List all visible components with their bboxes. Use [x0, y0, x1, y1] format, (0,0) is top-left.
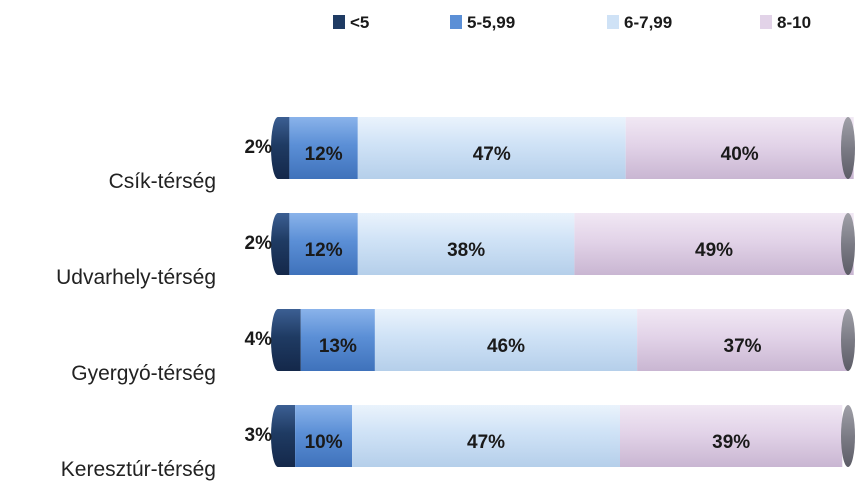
data-label: 13% — [319, 336, 357, 357]
category-label: Gyergyó-térség — [71, 362, 216, 385]
data-label: 47% — [473, 144, 511, 165]
bar-row: Gyergyó-térség 4% 13% 46% 37% — [71, 309, 855, 385]
bar-segment — [352, 405, 620, 467]
plot-area: Csík-térség 2% 12% 47% 40% Udvarhely-térség 2%… — [56, 117, 855, 481]
bar-segment — [637, 309, 848, 371]
bar-right-cap — [841, 213, 855, 275]
category-label: Keresztúr-térség — [61, 458, 216, 481]
data-label: 12% — [305, 240, 343, 261]
data-label: 39% — [712, 432, 750, 453]
bar-segment — [289, 213, 358, 275]
data-label: 3% — [245, 425, 273, 446]
data-label: 47% — [467, 432, 505, 453]
category-label: Udvarhely-térség — [56, 266, 216, 289]
bar-right-cap — [841, 405, 855, 467]
legend-label-2: 6-7,99 — [624, 13, 672, 32]
legend: <5 5-5,99 6-7,99 8-10 — [333, 13, 811, 32]
bar-segment — [625, 117, 854, 179]
bar-segment — [278, 117, 290, 179]
bar-segment — [574, 213, 854, 275]
data-label: 10% — [305, 432, 343, 453]
bar-segment — [300, 309, 375, 371]
data-label: 38% — [447, 240, 485, 261]
bar-segment — [289, 117, 358, 179]
legend-swatch-0 — [333, 15, 345, 29]
data-label: 49% — [695, 240, 733, 261]
data-label: 40% — [721, 144, 759, 165]
legend-swatch-1 — [450, 15, 462, 29]
bar-segment — [295, 405, 353, 467]
data-label: 37% — [724, 336, 762, 357]
data-label: 12% — [305, 144, 343, 165]
data-label: 4% — [245, 329, 273, 350]
bar-segment — [357, 213, 575, 275]
bar-segment — [374, 309, 638, 371]
data-label: 2% — [245, 233, 273, 254]
legend-label-3: 8-10 — [777, 13, 811, 32]
data-label: 2% — [245, 137, 273, 158]
bar-row: Udvarhely-térség 2% 12% 38% 49% — [56, 213, 855, 289]
bar-segment — [278, 213, 290, 275]
bar-row: Csík-térség 2% 12% 47% 40% — [109, 117, 855, 193]
legend-label-0: <5 — [350, 13, 369, 32]
bar-right-cap — [841, 117, 855, 179]
data-label: 46% — [487, 336, 525, 357]
bar-segment — [357, 117, 626, 179]
legend-label-1: 5-5,99 — [467, 13, 515, 32]
bar-segment — [278, 405, 296, 467]
bar-row: Keresztúr-térség 3% 10% 47% 39% — [61, 405, 855, 481]
legend-swatch-2 — [607, 15, 619, 29]
legend-swatch-3 — [760, 15, 772, 29]
category-label: Csík-térség — [109, 170, 216, 193]
bar-segment — [620, 405, 843, 467]
bar-right-cap — [841, 309, 855, 371]
bar-segment — [278, 309, 301, 371]
